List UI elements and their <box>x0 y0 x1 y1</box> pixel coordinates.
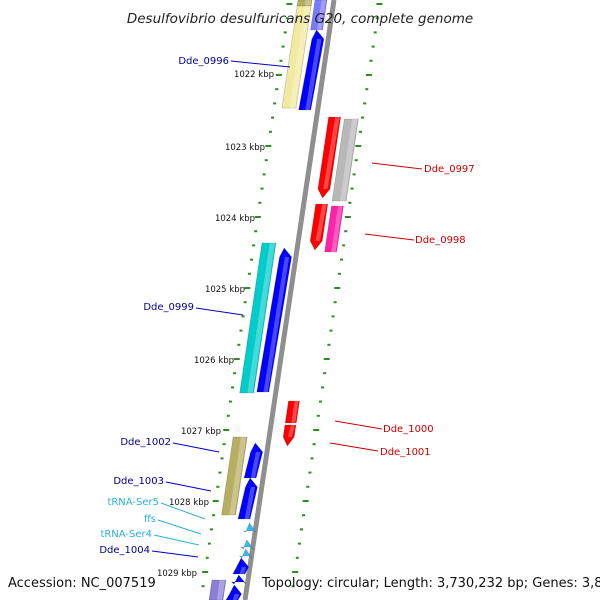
leader-line <box>371 162 423 170</box>
gene-dde-1001-red[interactable] <box>282 424 297 447</box>
map-title: Desulfovibrio desulfuricans G20, complet… <box>127 11 473 27</box>
gene-dde-0996-blue[interactable] <box>298 29 325 111</box>
leader-line <box>334 420 383 430</box>
leader-line <box>151 550 199 558</box>
gene-ffs[interactable] <box>240 539 254 550</box>
kbp-label: 1027 kbp <box>181 427 221 437</box>
gene-label-trna-ser4[interactable]: tRNA-Ser4 <box>100 529 152 540</box>
kbp-label: 1023 kbp <box>225 143 265 153</box>
gene-features <box>208 0 359 600</box>
leader-line <box>165 481 212 492</box>
gene-label-trna-ser5[interactable]: tRNA-Ser5 <box>107 497 159 508</box>
gene-label-dde-0996[interactable]: Dde_0996 <box>178 56 229 67</box>
kbp-label: 1025 kbp <box>205 285 245 295</box>
gene-dde-0999-blue[interactable] <box>256 247 292 393</box>
gene-trna-ser5[interactable] <box>243 522 257 533</box>
gene-dde-0997-red[interactable] <box>317 116 341 199</box>
gene-olive-top[interactable] <box>296 0 313 7</box>
gene-dde-1004-blue-c[interactable] <box>225 584 242 600</box>
gene-dde-1003-blue[interactable] <box>237 477 258 520</box>
gene-dde-0997-grey[interactable] <box>331 118 359 202</box>
gene-blue-top[interactable] <box>310 0 328 31</box>
gene-label-dde-1000[interactable]: Dde_1000 <box>383 424 434 435</box>
kbp-scale-labels: 1022 kbp 1023 kbp 1024 kbp 1025 kbp 1026… <box>157 70 274 579</box>
gene-label-ffs[interactable]: ffs <box>144 514 156 525</box>
leader-line <box>329 442 379 452</box>
kbp-label: 1022 kbp <box>234 70 274 80</box>
gene-dde-1004-blue-b[interactable] <box>230 574 247 585</box>
gene-label-dde-0997[interactable]: Dde_0997 <box>424 164 475 175</box>
gene-dde-0998-red[interactable] <box>309 203 329 251</box>
gene-dde-1004-blue-a[interactable] <box>232 557 249 575</box>
gene-dde-0996-yellow[interactable] <box>281 5 312 109</box>
gene-dde-1002-olive[interactable] <box>221 436 248 516</box>
gene-dde-0999-cyan[interactable] <box>239 242 277 394</box>
gene-dde-1002-blue[interactable] <box>243 442 263 479</box>
kbp-label: 1029 kbp <box>157 569 197 579</box>
gene-trna-ser4[interactable] <box>238 548 253 559</box>
outer-tick-ring <box>291 3 383 588</box>
inner-tick-ring <box>201 3 293 588</box>
accession-text: Accession: NC_007519 <box>8 576 156 591</box>
leader-line <box>364 233 415 241</box>
leader-line <box>230 60 291 68</box>
gene-labels: Dde_0996 Dde_0997 Dde_0998 Dde_0999 Dde_… <box>99 56 474 556</box>
gene-label-dde-1004[interactable]: Dde_1004 <box>99 545 150 556</box>
kbp-label: 1028 kbp <box>169 498 209 508</box>
topology-text: Topology: circular; Length: 3,730,232 bp… <box>261 576 600 591</box>
leader-line <box>160 502 206 520</box>
leader-line <box>195 307 244 316</box>
gene-label-dde-1003[interactable]: Dde_1003 <box>113 476 164 487</box>
gene-label-dde-0998[interactable]: Dde_0998 <box>415 235 466 246</box>
leader-line <box>172 442 220 453</box>
gene-label-dde-1002[interactable]: Dde_1002 <box>120 437 171 448</box>
genome-backbone <box>242 0 337 600</box>
leader-line <box>153 534 200 546</box>
kbp-label: 1026 kbp <box>194 356 234 366</box>
gene-label-dde-1001[interactable]: Dde_1001 <box>380 447 431 458</box>
gene-dde-1000-red[interactable] <box>284 400 300 424</box>
gene-dde-0998-pink[interactable] <box>324 205 344 253</box>
gene-dde-1004-purple[interactable] <box>208 579 227 600</box>
label-leader-lines <box>151 60 423 558</box>
kbp-label: 1024 kbp <box>215 214 255 224</box>
gene-label-dde-0999[interactable]: Dde_0999 <box>143 302 194 313</box>
leader-line <box>157 519 202 535</box>
